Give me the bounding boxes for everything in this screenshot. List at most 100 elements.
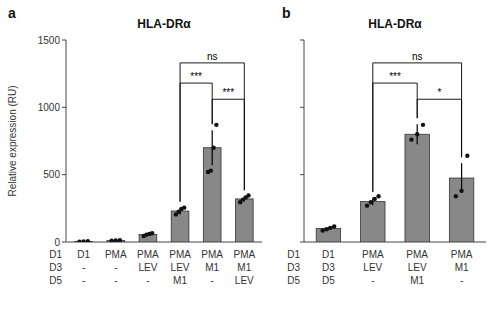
category-label: PMA [201, 249, 223, 260]
plot-area [316, 123, 474, 242]
category-label: PMA [105, 249, 127, 260]
dot [454, 194, 458, 198]
dot [209, 168, 213, 172]
category-label: - [82, 275, 85, 286]
category-label: M1 [455, 262, 469, 273]
panel-label: b [282, 5, 291, 21]
category-label: M1 [205, 262, 219, 273]
panel: *** ns * D1 D3 D5 PMA LEV - PMA LEV M1 PMA M1 - D1 D3 D5 H… [282, 5, 486, 286]
panel: 050010001500***ns***D1--PMA--PMALEV-PMAL… [7, 5, 262, 286]
bracket [373, 83, 417, 192]
dot [86, 239, 90, 242]
dot [365, 203, 369, 207]
dot [459, 189, 463, 193]
row-label: D3 [49, 262, 62, 273]
category-label: PMA [169, 249, 191, 260]
dot [373, 197, 377, 201]
tick-label: 0 [54, 237, 60, 248]
category-label: PMA [451, 249, 473, 260]
tick-mark [300, 107, 304, 108]
y-axis-label: Relative expression (RU) [7, 85, 18, 196]
row-label: D3 [287, 262, 300, 273]
dot [150, 231, 154, 235]
dot [409, 137, 413, 141]
bracket-label: ns [207, 51, 218, 62]
category-label: LEV [363, 262, 382, 273]
category-label: D3 [322, 262, 335, 273]
plot-area [75, 123, 253, 242]
dot [81, 239, 85, 242]
dot [246, 193, 250, 197]
bar [235, 199, 253, 242]
category-label: LEV [235, 275, 254, 286]
dot [182, 205, 186, 209]
bracket [180, 63, 244, 202]
bar [361, 202, 385, 242]
title: HLA-DRα [368, 17, 422, 31]
dot [211, 146, 215, 150]
error-bar [461, 163, 462, 193]
category-label: M1 [237, 262, 251, 273]
category-label: - [371, 275, 374, 286]
figure: 050010001500***ns***D1--PMA--PMALEV-PMAL… [0, 0, 500, 312]
dot [324, 227, 328, 231]
category-label: - [211, 275, 214, 286]
bracket-label: *** [389, 71, 401, 82]
bracket [212, 99, 244, 190]
y-axis-line [66, 40, 67, 242]
y-axis-line [304, 40, 305, 242]
tick-mark [62, 107, 66, 108]
category-label: D1 [322, 249, 335, 260]
dot [214, 123, 218, 127]
category-label: - [114, 275, 117, 286]
dot [328, 226, 332, 230]
bracket-label: * [437, 87, 441, 98]
category-label: M1 [410, 275, 424, 286]
bracket [373, 63, 462, 192]
tick-mark [62, 174, 66, 175]
dot [369, 200, 373, 204]
row-label: D1 [49, 249, 62, 260]
category-label: - [82, 262, 85, 273]
page: {"chart_data": [ {"type": "bar", "panel_… [0, 0, 500, 312]
dot [332, 224, 336, 228]
category-label: - [460, 275, 463, 286]
category-label: M1 [173, 275, 187, 286]
bracket-label: ns [412, 51, 423, 62]
tick-mark [300, 40, 304, 41]
bar [316, 229, 340, 242]
bracket-label: *** [190, 71, 202, 82]
row-label: D1 [287, 249, 300, 260]
bracket [180, 83, 212, 202]
category-label: LEV [171, 262, 190, 273]
category-label: PMA [362, 249, 384, 260]
dot [114, 238, 118, 242]
tick-label: 1000 [38, 102, 61, 113]
category-label: PMA [406, 249, 428, 260]
bar [405, 134, 429, 242]
category-label: PMA [137, 249, 159, 260]
dot [465, 154, 469, 158]
title: HLA-DRα [137, 17, 191, 31]
tick-mark [62, 40, 66, 41]
tick-label: 1500 [38, 35, 61, 46]
category-label: LEV [138, 262, 157, 273]
category-label: D1 [77, 249, 90, 260]
tick-mark [300, 242, 304, 243]
dot [320, 228, 324, 232]
bracket-label: *** [222, 87, 234, 98]
category-label: - [114, 262, 117, 273]
dot [77, 240, 81, 242]
category-label: LEV [408, 262, 427, 273]
category-label: - [146, 275, 149, 286]
dot [118, 238, 122, 242]
tick-mark [300, 174, 304, 175]
x-axis-line [66, 242, 262, 243]
dot [109, 239, 113, 242]
dot [421, 123, 425, 127]
category-label: D5 [322, 275, 335, 286]
dot [376, 194, 380, 198]
row-label: D5 [287, 275, 300, 286]
category-label: PMA [233, 249, 255, 260]
bracket [417, 99, 461, 157]
